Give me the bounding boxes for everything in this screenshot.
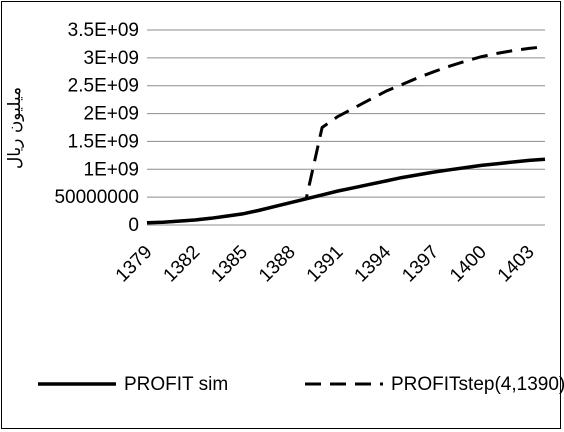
x-tick-label: 1391 [303, 242, 348, 287]
y-tick-label: 50000000 [54, 187, 139, 208]
y-tick-label: 3E+09 [84, 48, 139, 69]
legend-label: PROFITstep(4,1390) [391, 374, 564, 395]
legend: PROFIT sim PROFITstep(4,1390) [38, 374, 564, 395]
series-line [146, 157, 546, 225]
gridlines [147, 29, 545, 226]
x-tick-label: 1403 [494, 242, 539, 287]
series-lines [146, 45, 546, 225]
y-tick-label: 1E+09 [84, 159, 139, 180]
y-tick-label: 3.5E+09 [68, 20, 139, 41]
y-axis-label: میلیون ریال [5, 87, 25, 169]
series-line [146, 45, 546, 225]
y-tick-label: 2.5E+09 [68, 76, 139, 97]
x-tick-label: 1385 [207, 242, 252, 287]
legend-label: PROFIT sim [124, 374, 228, 395]
x-tick-label: 1394 [351, 241, 396, 286]
y-tick-labels: 0 50000000 1E+09 1.5E+09 2E+09 2.5E+09 3E+09 3.… [54, 20, 139, 236]
x-tick-label: 1382 [160, 242, 205, 287]
y-tick-label: 1.5E+09 [68, 131, 139, 152]
x-tick-label: 1388 [255, 242, 300, 287]
y-tick-label: 0 [128, 215, 139, 236]
x-tick-label: 1397 [398, 242, 443, 287]
x-tick-labels: 1379 1382 1385 1388 1391 1394 1397 1400 1403 [112, 241, 539, 286]
x-tick-label: 1379 [112, 242, 157, 287]
y-tick-label: 2E+09 [84, 104, 139, 125]
x-tick-label: 1400 [446, 242, 491, 287]
